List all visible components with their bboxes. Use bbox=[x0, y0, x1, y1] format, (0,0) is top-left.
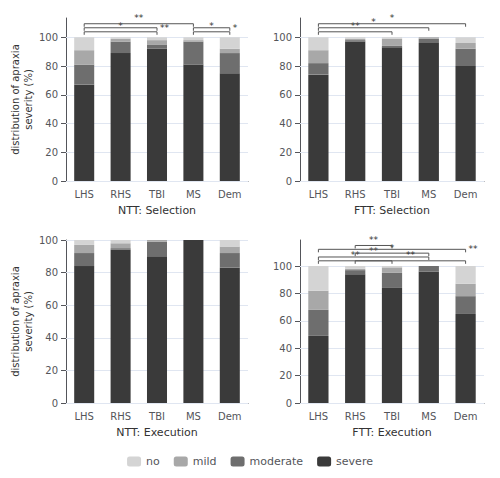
svg-text:TBI: TBI bbox=[148, 411, 165, 422]
svg-text:LHS: LHS bbox=[309, 411, 328, 422]
svg-text:*: * bbox=[233, 23, 238, 33]
svg-text:60: 60 bbox=[45, 89, 58, 100]
svg-text:MS: MS bbox=[421, 189, 436, 200]
svg-text:**: ** bbox=[369, 235, 379, 245]
svg-text:Dem: Dem bbox=[218, 411, 242, 422]
svg-text:FTT: Execution: FTT: Execution bbox=[352, 426, 431, 439]
svg-text:80: 80 bbox=[45, 267, 58, 278]
svg-text:*: * bbox=[390, 13, 395, 23]
svg-text:40: 40 bbox=[279, 343, 292, 354]
svg-text:FTT: Selection: FTT: Selection bbox=[354, 204, 430, 217]
svg-text:0: 0 bbox=[286, 176, 292, 187]
svg-text:Dem: Dem bbox=[454, 411, 478, 422]
svg-text:Dem: Dem bbox=[454, 189, 478, 200]
svg-text:100: 100 bbox=[39, 32, 58, 43]
svg-text:severe: severe bbox=[336, 455, 373, 468]
svg-text:*: * bbox=[118, 21, 123, 31]
svg-text:40: 40 bbox=[45, 332, 58, 343]
svg-text:severity (%): severity (%) bbox=[23, 291, 34, 352]
svg-text:20: 20 bbox=[45, 147, 58, 158]
svg-text:MS: MS bbox=[186, 189, 201, 200]
svg-text:TBI: TBI bbox=[383, 189, 400, 200]
svg-text:20: 20 bbox=[279, 147, 292, 158]
svg-text:**: ** bbox=[406, 250, 416, 260]
svg-text:*: * bbox=[209, 21, 214, 31]
svg-text:80: 80 bbox=[279, 61, 292, 72]
svg-text:80: 80 bbox=[279, 288, 292, 299]
svg-text:mild: mild bbox=[193, 455, 217, 468]
svg-text:40: 40 bbox=[45, 118, 58, 129]
svg-text:80: 80 bbox=[45, 61, 58, 72]
svg-text:TBI: TBI bbox=[383, 411, 400, 422]
svg-text:NTT: Selection: NTT: Selection bbox=[118, 204, 196, 217]
svg-text:RHS: RHS bbox=[110, 411, 131, 422]
svg-text:MS: MS bbox=[186, 411, 201, 422]
svg-text:TBI: TBI bbox=[148, 189, 165, 200]
svg-text:20: 20 bbox=[279, 370, 292, 381]
svg-text:100: 100 bbox=[39, 235, 58, 246]
svg-text:0: 0 bbox=[52, 176, 58, 187]
svg-text:Dem: Dem bbox=[218, 189, 242, 200]
svg-text:40: 40 bbox=[279, 118, 292, 129]
svg-text:LHS: LHS bbox=[74, 411, 93, 422]
svg-text:20: 20 bbox=[45, 365, 58, 376]
svg-text:0: 0 bbox=[286, 398, 292, 409]
svg-text:0: 0 bbox=[52, 398, 58, 409]
svg-text:100: 100 bbox=[273, 32, 292, 43]
svg-text:*: * bbox=[371, 17, 376, 27]
svg-text:**: ** bbox=[351, 21, 361, 31]
svg-text:**: ** bbox=[469, 244, 479, 254]
svg-text:severity (%): severity (%) bbox=[23, 69, 34, 130]
svg-text:distribution of apraxia: distribution of apraxia bbox=[10, 266, 21, 377]
svg-text:LHS: LHS bbox=[74, 189, 93, 200]
svg-text:60: 60 bbox=[279, 89, 292, 100]
svg-text:no: no bbox=[146, 455, 160, 468]
svg-text:100: 100 bbox=[273, 261, 292, 272]
svg-text:**: ** bbox=[160, 23, 170, 33]
svg-text:60: 60 bbox=[279, 315, 292, 326]
svg-text:LHS: LHS bbox=[309, 189, 328, 200]
svg-text:moderate: moderate bbox=[250, 455, 304, 468]
svg-text:RHS: RHS bbox=[345, 189, 366, 200]
svg-text:MS: MS bbox=[421, 411, 436, 422]
svg-text:distribution of apraxia: distribution of apraxia bbox=[10, 44, 21, 155]
svg-text:**: ** bbox=[369, 246, 379, 256]
svg-text:60: 60 bbox=[45, 300, 58, 311]
svg-text:RHS: RHS bbox=[345, 411, 366, 422]
svg-text:**: ** bbox=[134, 13, 144, 23]
svg-text:RHS: RHS bbox=[110, 189, 131, 200]
svg-text:NTT: Execution: NTT: Execution bbox=[116, 426, 197, 439]
